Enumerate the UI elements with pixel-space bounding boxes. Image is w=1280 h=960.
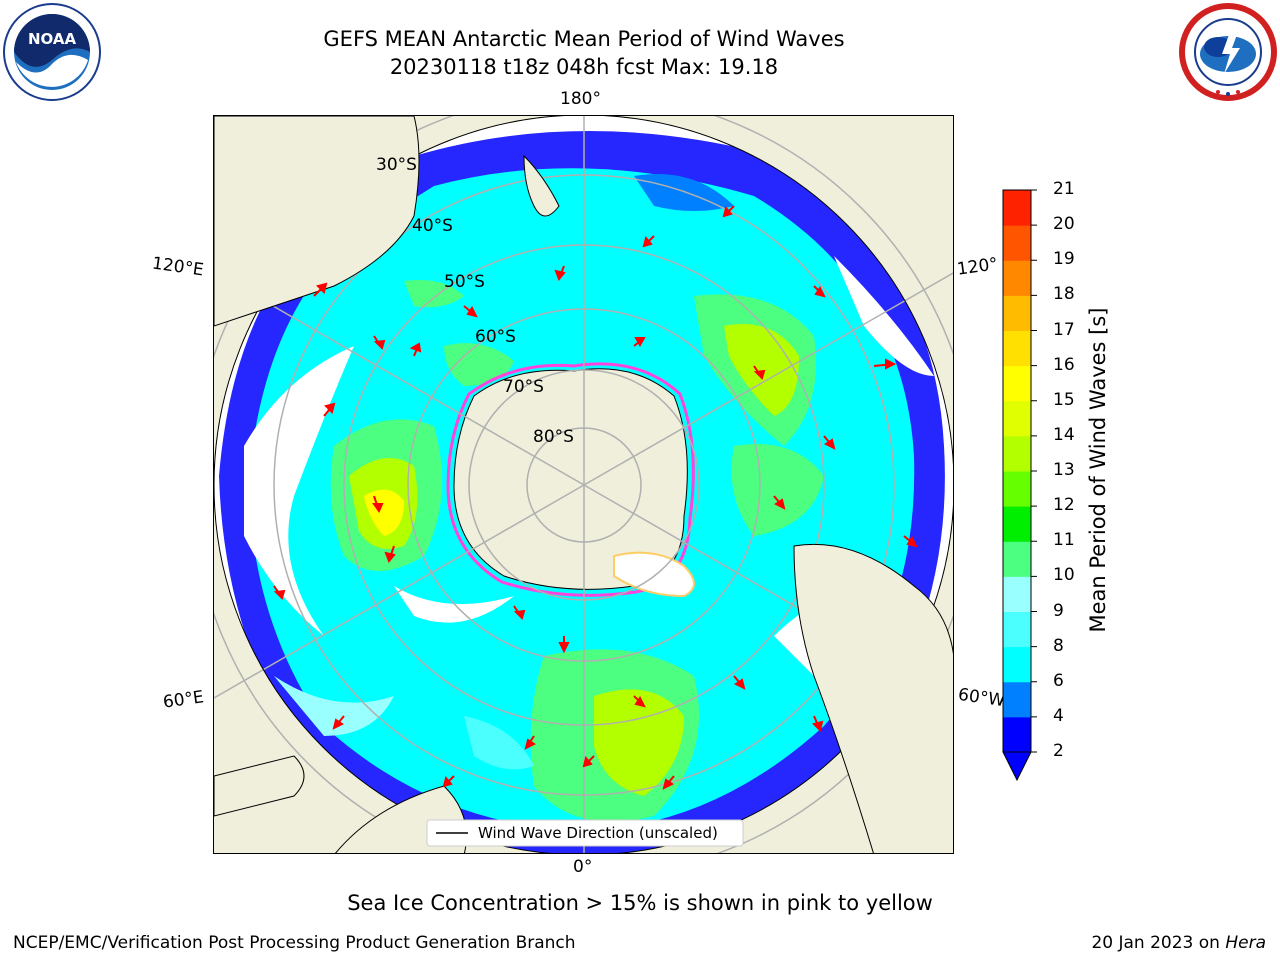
colorbar-tick-label: 9: [1053, 600, 1064, 621]
sea-ice-patch: [613, 551, 695, 598]
lon-label-60e: 60°E: [161, 687, 206, 713]
colorbar-tick-label: 13: [1053, 460, 1075, 480]
colorbar-segment: [1003, 716, 1031, 753]
colorbar-tick-label: 4: [1053, 705, 1064, 726]
colorbar-tick-label: 21: [1053, 179, 1075, 199]
south-america-landmass: [793, 543, 953, 853]
noaa-logo: NOAA: [2, 2, 102, 102]
credit-text: NCEP/EMC/Verification Post Processing Pr…: [13, 933, 576, 953]
wind-wave-arrows: [273, 205, 918, 790]
colorbar-segment: [1003, 330, 1031, 367]
colorbar-segment: [1003, 576, 1031, 612]
colorbar-segment: [1003, 646, 1031, 683]
map-subtitle: 20230118 t18z 048h fcst Max: 19.18: [389, 55, 779, 79]
colorbar-segment: [1003, 295, 1031, 331]
new-zealand-landmass: [523, 154, 560, 217]
colorbar-segment: [1003, 225, 1031, 261]
lat-label-70s: 70°S: [503, 377, 544, 397]
lat-label-80s: 80°S: [533, 427, 574, 447]
colorbar-tick-label: 12: [1053, 495, 1075, 516]
colorbar-segment: [1003, 611, 1031, 648]
lon-label-120w: 120°: [955, 254, 1000, 280]
colorbar-tick-label: 6: [1053, 670, 1064, 691]
colorbar-tick-label: 17: [1053, 319, 1075, 340]
colorbar-tick-label: 18: [1053, 284, 1075, 305]
colorbar: [1000, 186, 1040, 786]
legend-label: Wind Wave Direction (unscaled): [478, 824, 718, 842]
sea-ice-footnote: Sea Ice Concentration > 15% is shown in …: [347, 891, 933, 915]
colorbar-tick-label: 8: [1053, 635, 1064, 656]
lat-label-30s: 30°S: [376, 155, 417, 175]
lon-label-180: 180°: [560, 89, 601, 109]
colorbar-segment: [1003, 260, 1031, 296]
polar-map: Wind Wave Direction (unscaled) 30°S 40°S…: [213, 115, 954, 854]
lat-label-60s: 60°S: [475, 327, 516, 347]
colorbar-segment: [1003, 506, 1031, 542]
lat-label-50s: 50°S: [444, 272, 485, 292]
colorbar-label: Mean Period of Wind Waves [s]: [1086, 307, 1110, 633]
lon-label-60w: 60°W: [956, 684, 1007, 712]
colorbar-segment: [1003, 471, 1031, 507]
colorbar-tick-label: 20: [1053, 214, 1075, 235]
colorbar-segment: [1003, 400, 1031, 437]
lon-label-120e: 120°E: [150, 253, 205, 281]
host-name: Hera: [1225, 933, 1266, 953]
colorbar-extend-arrow: [1002, 751, 1032, 782]
colorbar-tick-label: 2: [1053, 741, 1064, 761]
date-text: 20 Jan 2023 on Hera: [1091, 933, 1266, 953]
nws-logo: [1178, 2, 1278, 102]
colorbar-tick-label: 19: [1053, 249, 1075, 270]
australia-landmass: [214, 116, 420, 327]
colorbar-tick-label: 16: [1053, 354, 1075, 375]
colorbar-segment: [1003, 435, 1031, 472]
colorbar-segment: [1003, 681, 1031, 718]
colorbar-tick-label: 11: [1053, 530, 1075, 551]
colorbar-segment: [1003, 541, 1031, 577]
colorbar-segment: [1003, 190, 1031, 226]
map-legend: Wind Wave Direction (unscaled): [426, 819, 744, 847]
noaa-logo-text: NOAA: [28, 30, 77, 48]
colorbar-tick-label: 10: [1053, 565, 1075, 586]
colorbar-tick-label: 14: [1053, 424, 1075, 445]
madagascar-landmass: [214, 755, 305, 817]
lon-label-0: 0°: [573, 857, 593, 877]
date-value: 20 Jan 2023 on: [1091, 933, 1220, 953]
colorbar-tick-label: 15: [1053, 389, 1075, 410]
map-title: GEFS MEAN Antarctic Mean Period of Wind …: [323, 27, 845, 51]
lat-label-40s: 40°S: [412, 216, 453, 236]
colorbar-segment: [1003, 365, 1031, 402]
